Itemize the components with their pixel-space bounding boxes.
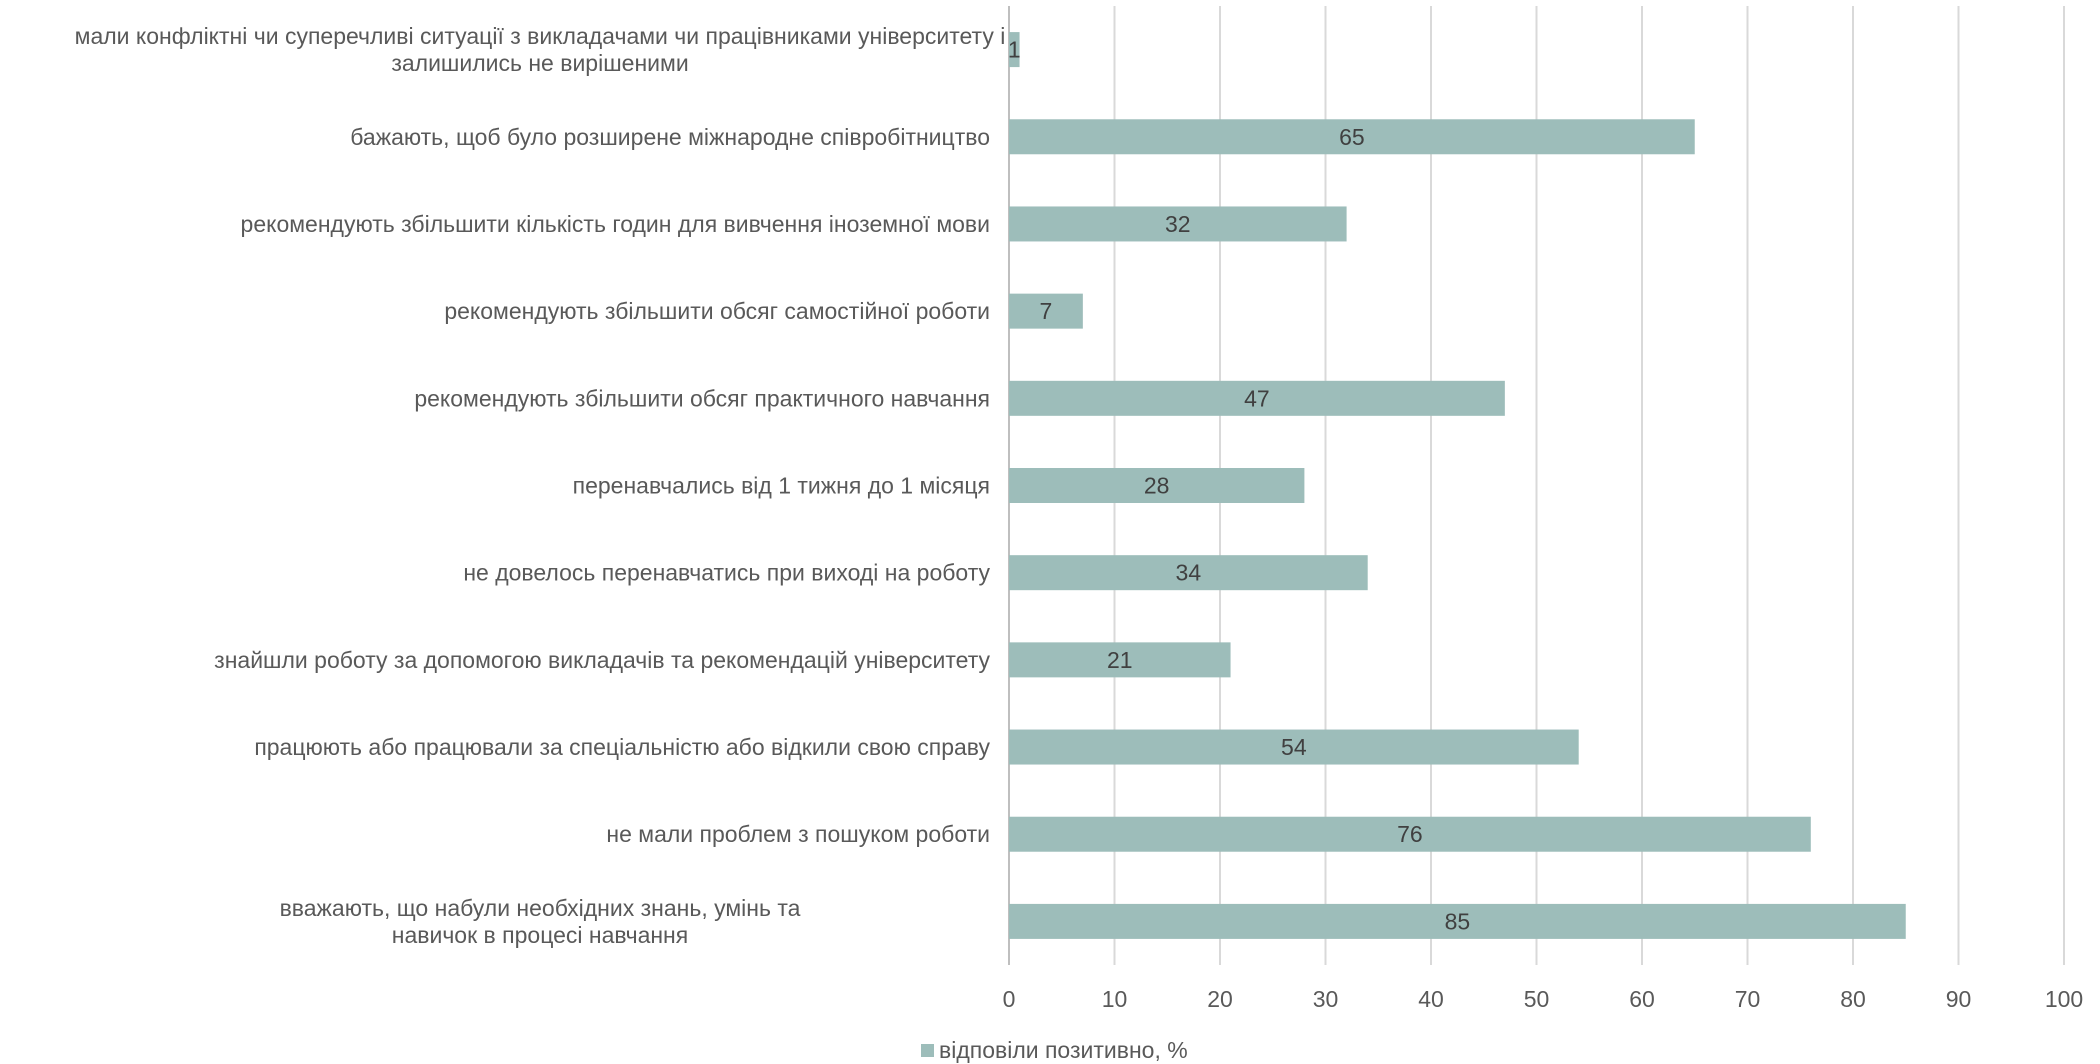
bar: [1009, 555, 1368, 591]
bar: [1009, 380, 1505, 416]
x-tick-label: 60: [1629, 986, 1655, 1012]
x-tick-label: 20: [1207, 986, 1233, 1012]
x-tick-label: 10: [1102, 986, 1128, 1012]
bar: [1009, 293, 1083, 329]
category-label: залишились не вирішеними: [391, 50, 688, 76]
gridlines: [1008, 6, 2065, 965]
bar-value-label: 1: [1008, 37, 1021, 63]
category-label: перенавчались від 1 тижня до 1 місяця: [573, 473, 990, 499]
bar: [1009, 816, 1811, 852]
bar-value-label: 54: [1281, 734, 1307, 760]
bar-value-label: 21: [1107, 647, 1133, 673]
bar-value-label: 76: [1397, 821, 1423, 847]
x-tick-label: 100: [2045, 986, 2083, 1012]
category-label: не довелось перенавчатись при виході на …: [463, 560, 990, 586]
bar: [1009, 642, 1231, 678]
category-label: рекомендують збільшити кількість годин д…: [241, 211, 990, 237]
category-label: бажають, щоб було розширене міжнародне с…: [350, 124, 990, 150]
category-labels: мали конфліктні чи суперечливі ситуації …: [75, 23, 1006, 948]
bar: [1009, 119, 1695, 155]
x-tick-label: 40: [1418, 986, 1444, 1012]
x-tick-label: 80: [1840, 986, 1866, 1012]
x-tick-label: 30: [1313, 986, 1339, 1012]
x-axis-ticks: 0 10 20 30 40 50 60 70 80 90 100: [1003, 986, 2084, 1012]
category-label: знайшли роботу за допомогою викладачів т…: [214, 647, 990, 673]
x-tick-label: 50: [1524, 986, 1550, 1012]
legend: відповіли позитивно, %: [921, 1037, 1188, 1063]
category-label: рекомендують збільшити обсяг самостійної…: [444, 298, 990, 324]
bar: [1009, 903, 1906, 939]
bar-value-label: 28: [1144, 473, 1170, 499]
category-label: вважають, що набули необхідних знань, ум…: [280, 895, 801, 921]
x-tick-label: 70: [1735, 986, 1761, 1012]
bar-value-label: 47: [1244, 385, 1270, 411]
category-label: рекомендують збільшити обсяг практичного…: [414, 385, 990, 411]
x-tick-label: 0: [1003, 986, 1016, 1012]
bar: [1009, 729, 1579, 765]
bar-value-label: 32: [1165, 211, 1191, 237]
bar-value-label: 34: [1176, 560, 1202, 586]
category-label: навичок в процесі навчання: [392, 922, 688, 948]
legend-label: відповіли позитивно, %: [939, 1037, 1188, 1063]
bar-value-label: 65: [1339, 124, 1365, 150]
bar: [1009, 206, 1347, 242]
category-label: працюють або працювали за спеціальністю …: [254, 734, 990, 760]
category-label: мали конфліктні чи суперечливі ситуації …: [75, 23, 1006, 49]
legend-swatch: [921, 1044, 934, 1057]
category-label: не мали проблем з пошуком роботи: [606, 821, 990, 847]
bar: [1009, 468, 1305, 503]
bar: [1009, 32, 1020, 68]
bar-value-label: 85: [1445, 908, 1471, 934]
x-tick-label: 90: [1946, 986, 1972, 1012]
bar-value-label: 7: [1040, 298, 1053, 324]
bars: 1 65 32 7 47 28 34 21 54 76 85: [1008, 32, 1906, 939]
